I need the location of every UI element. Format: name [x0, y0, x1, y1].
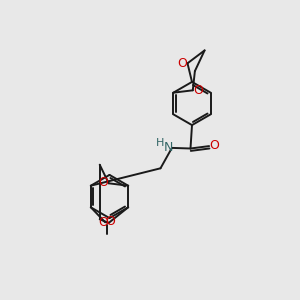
Text: O: O	[98, 176, 108, 189]
Text: O: O	[98, 216, 108, 230]
Text: O: O	[193, 84, 203, 97]
Text: O: O	[209, 139, 219, 152]
Text: O: O	[178, 57, 187, 70]
Text: H: H	[156, 138, 165, 148]
Text: O: O	[105, 215, 115, 228]
Text: N: N	[163, 141, 173, 154]
